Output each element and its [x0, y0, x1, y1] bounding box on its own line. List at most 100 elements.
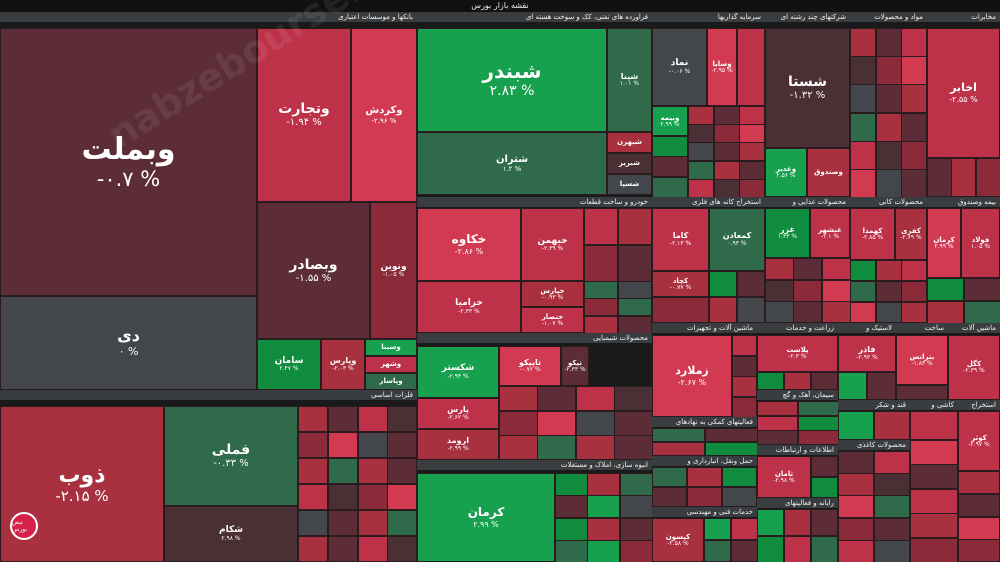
stock-tile[interactable]: تپکو -۲.۳۳ %: [561, 346, 589, 386]
stock-tile[interactable]: [757, 536, 784, 562]
stock-tile[interactable]: غزر ۱.۳۳ %: [765, 208, 810, 258]
stock-tile[interactable]: خزامیا -۲.۳۳ %: [417, 281, 521, 333]
stock-tile[interactable]: [951, 158, 976, 197]
stock-tile[interactable]: [901, 113, 927, 142]
stock-tile[interactable]: [537, 435, 576, 460]
stock-tile[interactable]: [737, 271, 765, 297]
stock-tile[interactable]: [876, 84, 902, 113]
stock-tile[interactable]: [739, 142, 765, 161]
stock-tile[interactable]: اخابر -۲.۵۵ %: [927, 28, 1000, 158]
stock-tile[interactable]: [976, 158, 1000, 197]
stock-tile[interactable]: وصندوق: [807, 148, 850, 197]
stock-tile[interactable]: [739, 124, 765, 143]
stock-tile[interactable]: [822, 301, 851, 323]
stock-tile[interactable]: [555, 518, 588, 541]
stock-tile[interactable]: [358, 406, 388, 432]
stock-tile[interactable]: وکردش -۲.۹۶ %: [351, 28, 417, 202]
stock-tile[interactable]: [620, 495, 653, 518]
stock-tile[interactable]: شسپا: [607, 174, 652, 195]
stock-tile[interactable]: [793, 258, 822, 280]
stock-tile[interactable]: شبندر ۲.۸۳ %: [417, 28, 607, 132]
stock-tile[interactable]: [874, 518, 910, 541]
stock-tile[interactable]: نماد -۰.۰۶ %: [652, 28, 707, 106]
stock-tile[interactable]: [732, 376, 757, 397]
stock-tile[interactable]: [850, 56, 876, 85]
stock-tile[interactable]: [739, 161, 765, 180]
stock-tile[interactable]: ثامان -۲.۹۸ %: [757, 456, 811, 498]
stock-tile[interactable]: [555, 540, 588, 562]
stock-tile[interactable]: وسایا -۲.۹۵ %: [707, 28, 737, 106]
stock-tile[interactable]: وغدیر ۲.۵۶ %: [765, 148, 807, 197]
stock-tile[interactable]: [358, 536, 388, 562]
stock-tile[interactable]: کمعادن ۰.۹۳ %: [709, 208, 765, 271]
stock-tile[interactable]: فاذر -۲.۹۳ %: [838, 335, 896, 372]
stock-tile[interactable]: [874, 495, 910, 518]
stock-tile[interactable]: [737, 28, 765, 106]
stock-tile[interactable]: [765, 280, 794, 302]
stock-tile[interactable]: [722, 487, 757, 507]
stock-tile[interactable]: [387, 432, 417, 458]
stock-tile[interactable]: [652, 177, 688, 198]
stock-tile[interactable]: [958, 539, 1000, 562]
stock-tile[interactable]: [688, 142, 714, 161]
stock-tile[interactable]: [765, 301, 794, 323]
stock-tile[interactable]: [876, 260, 902, 281]
stock-tile[interactable]: [784, 509, 811, 536]
stock-tile[interactable]: [811, 509, 838, 536]
stock-tile[interactable]: [537, 386, 576, 411]
stock-tile[interactable]: وسینا: [365, 339, 417, 356]
stock-tile[interactable]: [298, 406, 328, 432]
stock-tile[interactable]: [328, 432, 358, 458]
stock-tile[interactable]: [705, 442, 758, 456]
stock-tile[interactable]: [652, 156, 688, 177]
stock-tile[interactable]: [620, 518, 653, 541]
stock-tile[interactable]: [765, 258, 794, 280]
stock-tile[interactable]: [714, 124, 740, 143]
stock-tile[interactable]: [618, 245, 652, 282]
stock-tile[interactable]: [328, 484, 358, 510]
stock-tile[interactable]: [958, 471, 1000, 494]
stock-tile[interactable]: کفری -۲.۶۹ %: [895, 208, 927, 260]
stock-tile[interactable]: [576, 386, 615, 411]
stock-tile[interactable]: شکام ۲.۹۸ %: [164, 506, 298, 562]
stock-tile[interactable]: [652, 136, 688, 157]
stock-tile[interactable]: [850, 28, 876, 57]
stock-tile[interactable]: [328, 510, 358, 536]
stock-tile[interactable]: [358, 432, 388, 458]
stock-tile[interactable]: [620, 473, 653, 496]
stock-tile[interactable]: شبریز: [607, 153, 652, 174]
stock-tile[interactable]: [850, 281, 876, 302]
stock-tile[interactable]: [757, 416, 798, 431]
stock-tile[interactable]: وشهر: [365, 356, 417, 373]
stock-tile[interactable]: [584, 316, 618, 334]
stock-tile[interactable]: [958, 494, 1000, 517]
stock-tile[interactable]: [757, 401, 798, 416]
stock-tile[interactable]: [387, 510, 417, 536]
stock-tile[interactable]: کاما -۲.۱۳ %: [652, 208, 709, 271]
stock-tile[interactable]: [587, 473, 620, 496]
stock-tile[interactable]: شبهرن: [607, 132, 652, 153]
stock-tile[interactable]: [838, 473, 874, 496]
stock-tile[interactable]: [732, 397, 757, 418]
stock-tile[interactable]: [587, 540, 620, 562]
stock-tile[interactable]: [298, 484, 328, 510]
stock-tile[interactable]: [793, 280, 822, 302]
stock-tile[interactable]: [614, 411, 653, 436]
stock-tile[interactable]: [687, 487, 722, 507]
stock-tile[interactable]: [709, 297, 737, 323]
stock-tile[interactable]: [618, 208, 652, 245]
stock-tile[interactable]: [714, 179, 740, 198]
stock-tile[interactable]: [784, 536, 811, 562]
stock-tile[interactable]: [874, 473, 910, 496]
stock-tile[interactable]: [876, 302, 902, 323]
stock-tile[interactable]: [876, 169, 902, 198]
stock-tile[interactable]: ارومد -۲.۹۹ %: [417, 429, 499, 460]
stock-tile[interactable]: [328, 536, 358, 562]
stock-tile[interactable]: سامان ۲.۴۷ %: [257, 339, 321, 390]
stock-tile[interactable]: [714, 106, 740, 125]
stock-tile[interactable]: [757, 430, 798, 445]
stock-tile[interactable]: [910, 538, 958, 562]
stock-tile[interactable]: [298, 458, 328, 484]
stock-tile[interactable]: [555, 495, 588, 518]
stock-tile[interactable]: [652, 442, 705, 456]
